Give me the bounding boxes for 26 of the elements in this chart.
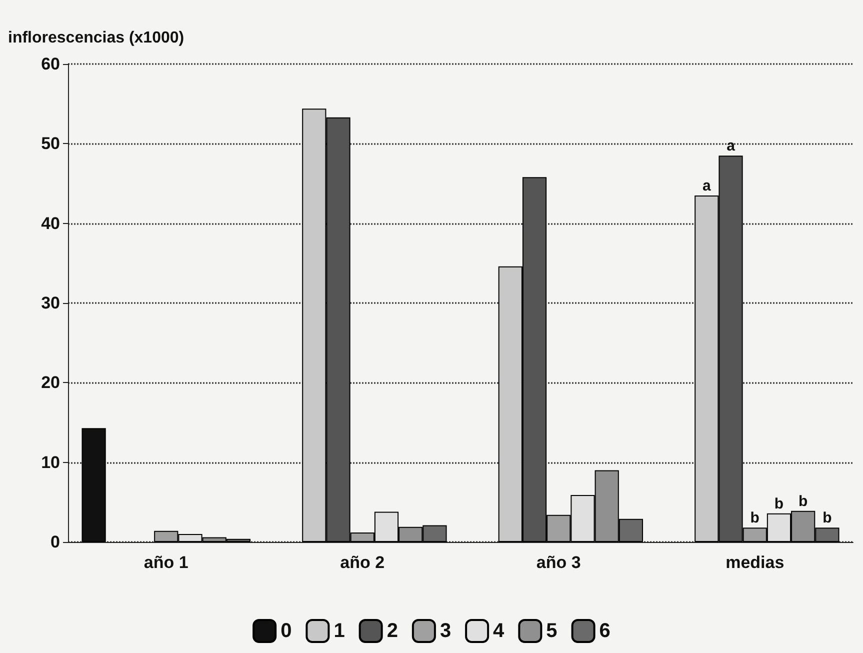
y-tick-label: 40 — [41, 214, 60, 233]
y-axis-title: inflorescencias (x1000) — [8, 30, 184, 46]
y-tick-label: 60 — [41, 54, 60, 74]
x-tick-label: año 2 — [340, 553, 385, 572]
legend-label: 6 — [599, 620, 610, 642]
data-label: a — [702, 177, 712, 194]
data-label: b — [798, 492, 808, 510]
data-label: b — [750, 510, 760, 527]
legend-label: 4 — [493, 620, 506, 642]
legend-label: 1 — [334, 620, 345, 642]
data-label: b — [774, 495, 784, 512]
data-label: b — [822, 510, 832, 527]
y-tick-label: 10 — [41, 452, 60, 472]
x-tick-label: año 3 — [536, 553, 581, 572]
y-tick-label: 0 — [50, 532, 60, 552]
y-tick-label: 30 — [41, 294, 60, 312]
bar — [82, 428, 106, 542]
y-tick-label: 20 — [41, 373, 60, 392]
y-tick-label: 50 — [41, 134, 60, 154]
legend-label: 2 — [386, 620, 398, 642]
x-tick-label: medias — [726, 553, 784, 572]
legend-label: 0 — [280, 620, 292, 642]
legend-label: 3 — [440, 620, 452, 642]
data-label: a — [726, 138, 736, 155]
legend-label: 5 — [546, 620, 558, 642]
x-tick-label: año 1 — [144, 553, 188, 572]
